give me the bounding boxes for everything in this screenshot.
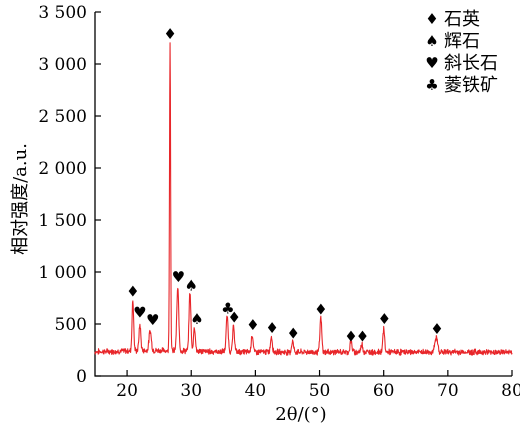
legend-marker: ♣ <box>425 76 438 94</box>
y-tick-label: 500 <box>55 315 87 335</box>
x-tick-label: 20 <box>116 381 138 401</box>
y-tick-label: 3 500 <box>38 3 87 23</box>
peak-marker: ♦ <box>356 327 369 345</box>
legend: ♦ 石英 ♠ 辉石 ♥ 斜长石 ♣ 菱铁矿 <box>425 9 498 96</box>
peak-marker: ♥ <box>133 304 146 322</box>
peak-marker: ♥ <box>172 268 185 286</box>
peak-marker: ♠ <box>185 276 198 294</box>
x-tick-label: 60 <box>373 381 395 401</box>
legend-label: 斜长石 <box>444 53 498 74</box>
xrd-series-line <box>94 42 513 356</box>
y-tick-label: 1 000 <box>38 263 87 283</box>
peak-marker: ♦ <box>126 283 139 301</box>
peak-marker: ♦ <box>163 25 176 43</box>
peak-marker: ♥ <box>146 311 159 329</box>
legend-label: 石英 <box>444 9 480 30</box>
peak-marker: ♣ <box>221 299 234 317</box>
y-tick-label: 1 500 <box>38 211 87 231</box>
x-tick-label: 40 <box>245 381 267 401</box>
legend-marker: ♥ <box>425 54 438 72</box>
x-tick-label: 80 <box>501 381 520 401</box>
peak-marker: ♦ <box>265 319 278 337</box>
peak-marker: ♦ <box>246 316 259 334</box>
x-axis-label: 2θ/(°) <box>275 404 326 425</box>
y-axis-label: 相对强度/a.u. <box>10 143 31 255</box>
legend-marker: ♦ <box>425 10 438 28</box>
legend-label: 辉石 <box>444 31 480 52</box>
y-tick-label: 2 500 <box>38 107 87 127</box>
peak-marker: ♦ <box>344 327 357 345</box>
y-tick-label: 3 000 <box>38 55 87 75</box>
ticks: 20 30 40 50 60 70 80 0 500 1 000 1 500 2 000 2 500 3 … <box>38 3 520 401</box>
x-tick-label: 70 <box>437 381 459 401</box>
y-tick-label: 0 <box>76 367 87 387</box>
peak-marker: ♦ <box>287 324 300 342</box>
peak-markers: ♦♥ ♥♦♥ ♠♠♣♦ ♦ ♦ ♦♦♦♦♦♦ <box>126 25 444 346</box>
x-tick-label: 50 <box>309 381 331 401</box>
legend-marker: ♠ <box>425 32 438 50</box>
peak-marker: ♦ <box>227 309 240 327</box>
legend-label: 菱铁矿 <box>444 75 498 96</box>
peak-marker: ♠ <box>190 310 203 328</box>
y-tick-label: 2 000 <box>38 159 87 179</box>
peak-marker: ♦ <box>314 300 327 318</box>
x-tick-label: 30 <box>180 381 202 401</box>
peak-marker: ♦ <box>430 320 443 338</box>
peak-marker: ♦ <box>378 310 391 328</box>
series <box>94 42 513 356</box>
